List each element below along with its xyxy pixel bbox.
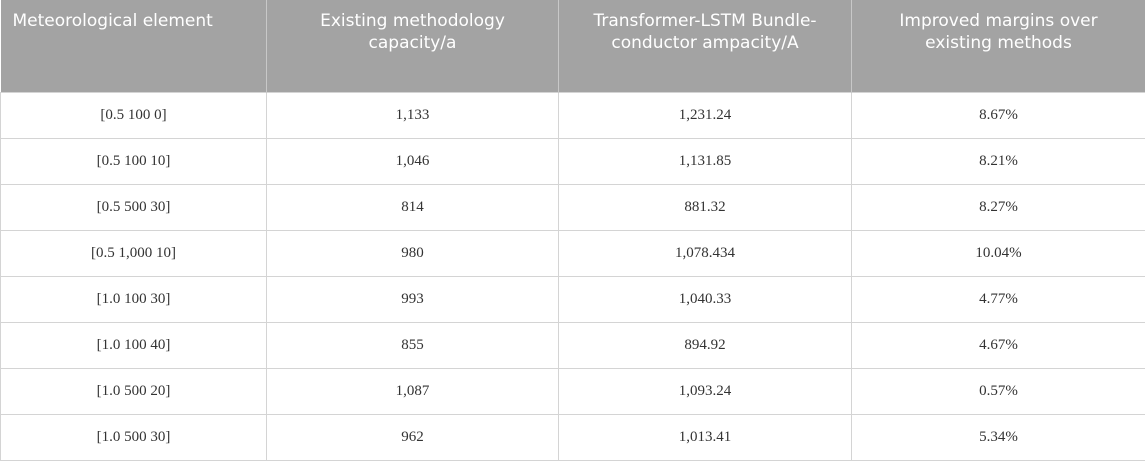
table-cell: 0.57% [852,369,1145,415]
table-cell: 1,131.85 [559,139,852,185]
table-cell: 993 [267,277,559,323]
header-cell: Improved margins over existing methods [852,0,1145,93]
table-cell: 8.67% [852,93,1145,139]
table-cell: 1,078.434 [559,231,852,277]
table-cell: 4.77% [852,277,1145,323]
table-cell: 881.32 [559,185,852,231]
header-cell: Existing methodology capacity/a [267,0,559,93]
table-cell: [0.5 500 30] [1,185,267,231]
table-cell: 814 [267,185,559,231]
table-cell: [1.0 500 20] [1,369,267,415]
table-cell: [1.0 100 40] [1,323,267,369]
table-cell: [1.0 100 30] [1,277,267,323]
header-cell: Transformer-LSTM Bundle-conductor ampaci… [559,0,852,93]
table-cell: 5.34% [852,415,1145,461]
table-cell: 1,046 [267,139,559,185]
table-cell: [0.5 1,000 10] [1,231,267,277]
table-cell: 8.27% [852,185,1145,231]
table-cell: 1,231.24 [559,93,852,139]
table-cell: 1,133 [267,93,559,139]
table-cell: 1,013.41 [559,415,852,461]
table-cell: 8.21% [852,139,1145,185]
table-cell: 4.67% [852,323,1145,369]
table-cell: 980 [267,231,559,277]
table-cell: 10.04% [852,231,1145,277]
header-cell: Meteorological element [1,0,267,93]
table-cell: 1,093.24 [559,369,852,415]
table-cell: 894.92 [559,323,852,369]
table-cell: [1.0 500 30] [1,415,267,461]
table-cell: 1,087 [267,369,559,415]
table-cell: [0.5 100 10] [1,139,267,185]
table-cell: 1,040.33 [559,277,852,323]
table-cell: [0.5 100 0] [1,93,267,139]
table-cell: 962 [267,415,559,461]
table-cell: 855 [267,323,559,369]
